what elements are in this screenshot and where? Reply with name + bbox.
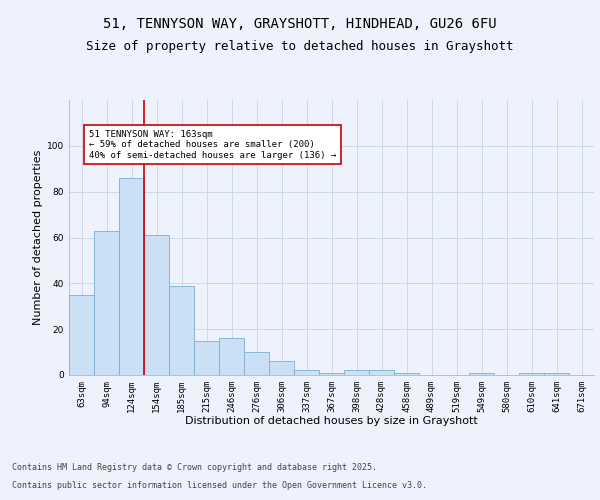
Text: Contains public sector information licensed under the Open Government Licence v3: Contains public sector information licen… [12, 481, 427, 490]
X-axis label: Distribution of detached houses by size in Grayshott: Distribution of detached houses by size … [185, 416, 478, 426]
Bar [369, 370, 394, 375]
Bar [344, 370, 369, 375]
Bar [394, 372, 419, 375]
Bar [119, 178, 144, 375]
Text: 51 TENNYSON WAY: 163sqm
← 59% of detached houses are smaller (200)
40% of semi-d: 51 TENNYSON WAY: 163sqm ← 59% of detache… [89, 130, 336, 160]
Bar [69, 295, 94, 375]
Bar [544, 372, 569, 375]
Bar [519, 372, 544, 375]
Bar [319, 372, 344, 375]
Bar [94, 230, 119, 375]
Bar [144, 235, 169, 375]
Bar [219, 338, 244, 375]
Bar [244, 352, 269, 375]
Text: 51, TENNYSON WAY, GRAYSHOTT, HINDHEAD, GU26 6FU: 51, TENNYSON WAY, GRAYSHOTT, HINDHEAD, G… [103, 18, 497, 32]
Text: Size of property relative to detached houses in Grayshott: Size of property relative to detached ho… [86, 40, 514, 53]
Bar [194, 340, 219, 375]
Bar [469, 372, 494, 375]
Bar [294, 370, 319, 375]
Bar [269, 361, 294, 375]
Y-axis label: Number of detached properties: Number of detached properties [33, 150, 43, 325]
Text: Contains HM Land Registry data © Crown copyright and database right 2025.: Contains HM Land Registry data © Crown c… [12, 464, 377, 472]
Bar [169, 286, 194, 375]
